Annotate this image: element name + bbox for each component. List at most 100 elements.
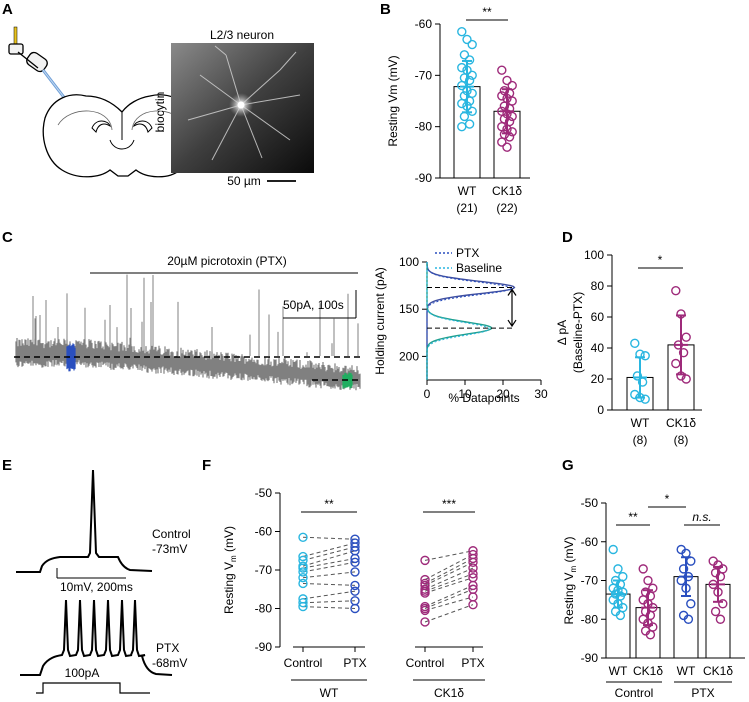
x-category-label: CK1δ xyxy=(666,416,696,430)
data-point xyxy=(686,599,696,609)
control-point xyxy=(298,551,308,562)
y-axis-label-part: Holding current (pA) xyxy=(373,267,387,374)
pair-line xyxy=(302,561,356,573)
panel-label-b: B xyxy=(380,1,391,18)
panel-d-chart: 0 20 40 60 80 100 Δ pA (Baseline-PTX) WT (8) CK1δ (… xyxy=(555,248,702,447)
y-tick-label: -70 xyxy=(255,563,273,577)
y-tick-label: 60 xyxy=(591,310,605,324)
group-label: Control xyxy=(615,686,654,700)
data-point xyxy=(464,75,475,86)
significance-label: * xyxy=(658,253,663,267)
pair-line xyxy=(424,573,474,592)
x-tick-label: 0 xyxy=(424,387,431,401)
y-tick-label: -80 xyxy=(255,602,273,616)
data-point xyxy=(686,556,696,566)
pair-line xyxy=(424,577,474,594)
n-count-label: (8) xyxy=(674,433,689,447)
pair-line xyxy=(424,588,474,609)
control-point xyxy=(298,532,308,542)
y-axis-label-part: m xyxy=(569,565,578,572)
y-axis-label-part: m xyxy=(229,555,238,562)
y-tick-label: -60 xyxy=(255,525,273,539)
scale-bar-50um-label: 50 µm xyxy=(227,174,261,188)
ptx-point xyxy=(350,586,360,596)
ptx-point xyxy=(350,542,360,552)
data-point xyxy=(615,610,626,621)
data-point xyxy=(502,142,512,152)
y-axis-label: Resting Vm (mV) xyxy=(222,526,238,614)
y-tick-label: -90 xyxy=(581,651,599,665)
data-point xyxy=(462,34,472,45)
current-step-label: 100pA xyxy=(65,666,100,680)
ptx-point xyxy=(350,553,360,564)
pair-line xyxy=(302,606,356,609)
neuron-micrograph xyxy=(171,43,314,173)
fit-curve-ptx xyxy=(426,262,516,380)
y-tick-label: 200 xyxy=(399,349,419,363)
y-tick-label: 20 xyxy=(591,372,605,386)
data-point xyxy=(683,614,694,624)
y-axis-label: Resting Vm (mV) xyxy=(386,55,400,146)
x-tick-label: 10 xyxy=(458,387,472,401)
difference-arrow xyxy=(507,288,517,328)
neuron-title: L2/3 neuron xyxy=(210,28,274,42)
pair-line xyxy=(302,600,356,604)
data-point xyxy=(638,564,648,574)
pair-line xyxy=(424,558,474,584)
control-point xyxy=(420,555,430,566)
data-curve-baseline xyxy=(426,262,490,380)
panel-a: A L2/3 neuron biocytin xyxy=(2,1,314,188)
y-tick-label: -90 xyxy=(255,640,273,654)
x-category-label: WT xyxy=(458,184,477,198)
holding-current-trace xyxy=(15,274,361,391)
scale-bar-e-label: 10mV, 200ms xyxy=(60,580,133,594)
data-point xyxy=(643,575,653,586)
control-point xyxy=(420,605,430,616)
data-point xyxy=(715,571,726,582)
pair-line xyxy=(424,561,474,586)
control-point xyxy=(298,598,308,608)
data-point xyxy=(457,121,467,132)
x-category-label: PTX xyxy=(343,656,366,670)
y-axis-label-part: Resting Vm (mV) xyxy=(386,55,400,146)
ptx-point xyxy=(468,569,478,579)
significance-label: * xyxy=(665,492,670,506)
y-tick-label: -50 xyxy=(255,486,273,500)
data-point xyxy=(681,332,691,342)
n-count-label: (21) xyxy=(456,201,477,215)
y-axis-label-part: Resting V xyxy=(222,562,236,614)
group-label: WT xyxy=(320,686,339,700)
panel-label-f: F xyxy=(202,457,211,474)
y-tick-label: 40 xyxy=(591,341,605,355)
pair-line xyxy=(302,582,356,586)
panel-c-histogram: 100 150 200 0 10 20 30 % Datapoints Holding curr… xyxy=(373,246,548,405)
pair-line xyxy=(302,536,356,540)
ptx-point xyxy=(468,580,478,591)
panel-e: E Control -73mV 10mV, 200ms PTX -68mV 10… xyxy=(2,457,191,694)
x-category-label: CK1δ xyxy=(633,664,663,678)
pair-line xyxy=(302,571,356,579)
data-point xyxy=(613,564,623,574)
pair-line xyxy=(424,604,474,623)
ptx-point xyxy=(350,567,360,577)
ptx-point xyxy=(468,557,478,567)
control-voltage-trace xyxy=(16,469,153,573)
control-point xyxy=(298,578,308,589)
control-label: Control xyxy=(152,527,191,541)
data-point xyxy=(464,55,475,65)
y-axis-label-part: Δ pA xyxy=(555,320,569,345)
data-point xyxy=(502,75,512,86)
y-tick-label: -50 xyxy=(581,496,599,510)
pair-line xyxy=(424,550,474,561)
ptx-point xyxy=(350,557,360,567)
pair-line xyxy=(302,542,356,558)
panel-b-chart: -60 -70 -80 -90 Resting Vm (mV) WT (21) CK1δ (22… xyxy=(386,5,530,215)
y-axis-label: (Baseline-PTX) xyxy=(571,292,585,373)
ptx-point xyxy=(468,553,478,564)
data-point xyxy=(671,285,681,296)
significance-label: n.s. xyxy=(692,510,711,524)
y-tick-label: -80 xyxy=(415,120,433,134)
panel-label-a: A xyxy=(2,1,13,18)
x-category-label: WT xyxy=(677,664,696,678)
